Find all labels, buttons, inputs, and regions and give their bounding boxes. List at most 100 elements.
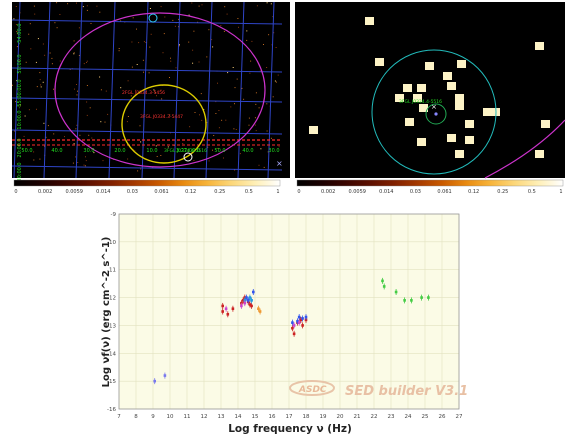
star-pixel — [153, 89, 155, 91]
bright-pixel — [375, 58, 384, 66]
sed-x-tick-label: 11 — [184, 414, 191, 420]
star-pixel — [156, 156, 158, 157]
sed-data-point — [420, 296, 423, 299]
left-map-label-green: 3FGL J0334.4-5516 — [164, 148, 207, 154]
star-pixel — [243, 98, 245, 100]
sed-data-point — [381, 279, 384, 283]
star-pixel — [15, 101, 17, 103]
star-pixel — [266, 2, 268, 4]
star-pixel — [217, 147, 219, 149]
star-pixel — [16, 31, 18, 33]
star-pixel — [91, 137, 93, 139]
sed-chart[interactable]: ASDC SED builder V3.1 7 8 9 10 11 12 13 14 15 16 1… — [100, 206, 472, 440]
bright-pixel — [455, 94, 464, 102]
star-pixel — [197, 149, 199, 151]
star-pixel — [164, 16, 166, 18]
ra-grid-line — [141, 2, 149, 179]
sed-data-point — [258, 310, 262, 313]
star-pixel — [45, 136, 47, 138]
sed-x-tick-label: 27 — [456, 414, 463, 420]
bright-pixel — [403, 84, 412, 92]
star-pixel — [127, 158, 129, 160]
star-pixel — [192, 62, 194, 64]
bright-pixel — [413, 94, 422, 102]
watermark-left-text: ASDC — [298, 385, 327, 395]
sed-data-point — [246, 299, 250, 302]
sed-data-point — [252, 290, 255, 294]
bright-pixel — [419, 104, 428, 112]
star-pixel — [59, 14, 61, 15]
star-pixel — [169, 114, 171, 116]
star-pixel — [42, 81, 44, 83]
star-pixel — [44, 145, 45, 147]
star-pixel — [270, 3, 272, 5]
star-pixel — [201, 4, 203, 6]
star-pixel — [25, 61, 27, 63]
colorbar-tick-label: 0.5 — [245, 189, 253, 194]
star-pixel — [227, 72, 229, 74]
star-pixel — [246, 30, 248, 32]
star-pixel — [215, 113, 217, 114]
left-sky-map[interactable]: 2FGL J0334.3-5456 3FGL J0334.3-5447 3FGL… — [12, 2, 290, 194]
sed-data-point — [297, 315, 301, 319]
right-map-green-circle — [425, 103, 447, 125]
right-map-source-dot — [434, 112, 438, 116]
ra-grid-line — [173, 2, 181, 179]
star-pixel — [136, 64, 138, 65]
star-pixel — [258, 107, 260, 109]
star-pixel — [19, 105, 21, 107]
sed-data-point — [301, 324, 304, 327]
star-pixel — [154, 91, 156, 93]
sed-data-point — [292, 332, 296, 336]
star-pixel — [255, 103, 257, 105]
star-pixel — [77, 162, 79, 163]
right-sky-map[interactable]: × 3FGL J0334.4-5516 0 0.002 0.0059 0.014 0.0… — [295, 2, 573, 194]
colorbar-tick-label: 0.014 — [96, 189, 110, 194]
sed-x-tick-label: 8 — [134, 414, 138, 420]
sed-x-tick-label: 17 — [286, 414, 293, 420]
star-pixel — [150, 33, 152, 35]
sed-data-point — [245, 296, 248, 299]
dec-grid-line — [12, 165, 283, 171]
star-pixel — [218, 110, 220, 111]
star-pixel — [170, 60, 172, 62]
star-pixel — [226, 13, 228, 15]
star-pixel — [275, 47, 277, 48]
star-pixel — [34, 13, 36, 15]
star-pixel — [140, 168, 142, 170]
star-pixel — [268, 34, 270, 36]
star-pixel — [16, 33, 18, 35]
star-pixel — [132, 17, 134, 19]
sed-watermark: ASDC SED builder V3.1 — [289, 380, 468, 399]
bright-pixel — [405, 118, 414, 126]
sed-y-tick-label: -16 — [107, 407, 116, 413]
star-pixel — [178, 45, 180, 47]
sed-y-tick-label: -15 — [107, 379, 116, 385]
star-pixel — [79, 134, 81, 136]
sed-x-tick-label: 12 — [201, 414, 208, 420]
star-pixel — [40, 84, 42, 86]
sed-y-tick-label: -9 — [111, 212, 117, 218]
sed-y-tick-label: -13 — [107, 323, 116, 329]
colorbar-tick-label: 0 — [297, 189, 300, 194]
sed-data-point — [240, 304, 243, 308]
sed-data-point — [299, 318, 303, 322]
star-pixel — [170, 57, 171, 59]
sed-data-point — [153, 379, 156, 383]
star-pixel — [13, 18, 15, 20]
sed-data-point — [304, 315, 308, 319]
sed-data-point — [257, 307, 260, 311]
colorbar-tick-label: 0.03 — [410, 189, 421, 194]
star-pixel — [236, 78, 238, 80]
star-pixel — [100, 89, 102, 91]
star-pixel — [188, 150, 190, 152]
star-pixel — [246, 39, 248, 41]
star-pixel — [266, 103, 268, 105]
colorbar-tick-label: 0.061 — [437, 189, 451, 194]
star-pixel — [251, 40, 253, 42]
star-pixel — [72, 162, 74, 164]
sed-y-tick-label: -14 — [107, 351, 116, 357]
sed-x-tick-label: 25 — [422, 414, 429, 420]
sed-data-points — [153, 277, 430, 385]
sed-x-tick-label: 10 — [167, 414, 174, 420]
